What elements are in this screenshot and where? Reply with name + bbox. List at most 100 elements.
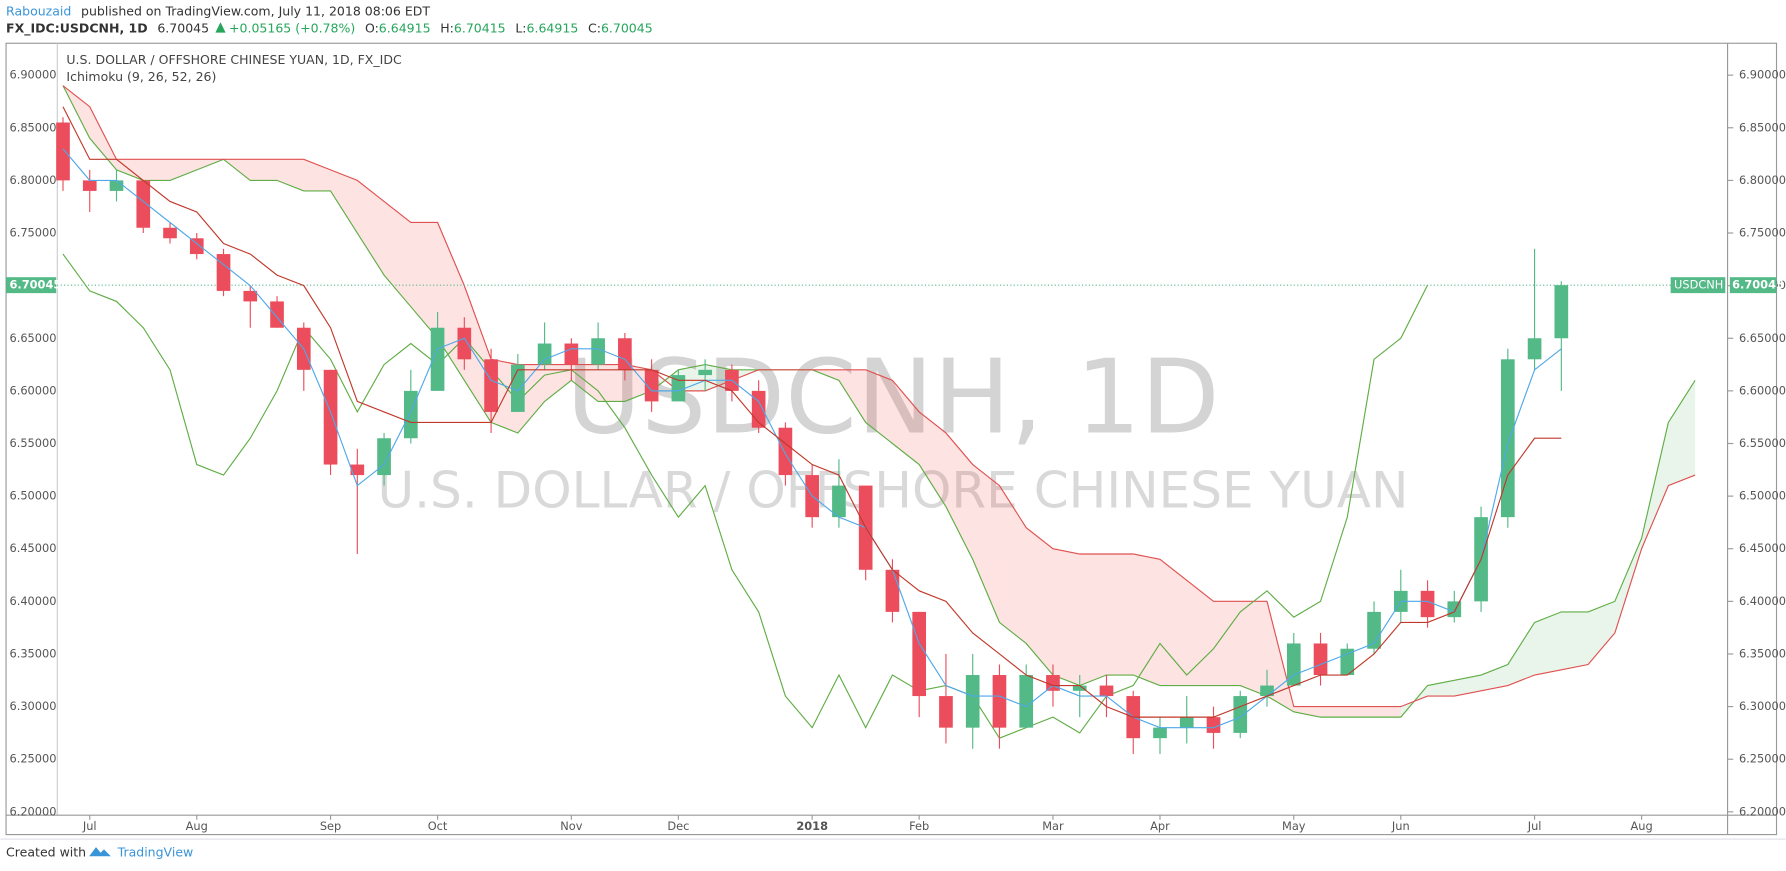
candle-body — [965, 675, 980, 728]
y-tick-label-right: 6.60000 — [1739, 383, 1786, 397]
candle-body — [1046, 675, 1060, 691]
chart-frame — [5, 42, 1778, 836]
cloud-fill — [250, 159, 278, 181]
y-tick-label: 6.30000 — [9, 699, 56, 713]
candle-body — [82, 180, 97, 191]
plot: 6.20000 6.20000 6.25000 6.25000 6.30000 6.300… — [6, 68, 1786, 833]
candle-body — [484, 359, 498, 412]
candle-body — [1153, 727, 1167, 739]
y-tick-label-right: 6.45000 — [1739, 541, 1786, 555]
cloud-fill — [945, 432, 973, 560]
cloud-fill — [357, 180, 385, 276]
y-tick-label-right: 6.20000 — [1739, 804, 1786, 818]
last-price-badge-right — [1729, 277, 1777, 294]
candle-body — [243, 290, 258, 302]
candle-body — [109, 180, 124, 191]
cloud-fill — [1052, 548, 1080, 686]
indicator-label: Ichimoku (9, 26, 52, 26) — [66, 69, 216, 84]
y-tick-label: 6.90000 — [9, 68, 56, 82]
x-tick-label: Aug — [186, 819, 208, 833]
cloud-fill — [1133, 554, 1160, 686]
y-tick-label: 6.75000 — [9, 226, 56, 240]
y-tick-label-right: 6.30000 — [1739, 699, 1786, 713]
author[interactable]: Rabouzaid — [6, 3, 71, 18]
cloud-fill — [1507, 622, 1535, 686]
cloud-fill — [1641, 422, 1669, 549]
y-tick-label-right: 6.50000 — [1739, 489, 1786, 503]
cloud-fill — [1186, 580, 1214, 686]
x-tick-label: Jul — [1527, 819, 1542, 833]
candle-body — [618, 338, 632, 370]
y-tick-label: 6.50000 — [9, 489, 56, 503]
cloud-fill — [143, 159, 171, 181]
y-tick-label-right: 6.90000 — [1739, 68, 1786, 82]
brand-logo — [89, 847, 111, 857]
candle-body — [1019, 675, 1034, 728]
y-tick-label-right: 6.35000 — [1739, 646, 1786, 660]
candle-body — [591, 338, 605, 365]
close: 6.70045 — [601, 20, 653, 35]
candle-body — [430, 327, 445, 391]
candle-body — [1233, 696, 1248, 733]
y-tick-label: 6.45000 — [9, 541, 56, 555]
candle-body — [671, 375, 686, 402]
cloud-fill — [1588, 601, 1615, 665]
close-label: C: — [588, 20, 601, 35]
y-tick-label: 6.85000 — [9, 120, 56, 134]
cloud-fill — [972, 464, 1000, 623]
cloud-fill — [1427, 680, 1455, 697]
candle-body — [323, 369, 338, 465]
open-label: O: — [365, 20, 379, 35]
cloud-fill — [384, 201, 411, 307]
y-tick-label-right: 6.65000 — [1739, 331, 1786, 345]
header-line: Rabouzaid published on TradingView.com, … — [6, 3, 430, 18]
high: 6.70415 — [454, 20, 506, 35]
candle-body — [885, 569, 900, 612]
y-tick-label: 6.25000 — [9, 752, 56, 766]
cloud-fill — [1106, 554, 1134, 676]
span-a-line — [62, 85, 1696, 718]
cloud-fill — [170, 159, 197, 181]
symbol-label: USDCNH — [1674, 278, 1723, 292]
x-tick-label: Aug — [1630, 819, 1652, 833]
cloud-fill — [919, 411, 946, 507]
footer-brand[interactable]: TradingView — [117, 844, 194, 859]
candle-body — [1179, 717, 1194, 728]
low-label: L: — [515, 20, 526, 35]
x-tick-label: Mar — [1042, 819, 1064, 833]
last-price-label-right: 6.70045 — [1732, 278, 1784, 292]
candle-body — [1099, 685, 1114, 697]
change: +0.05165 (+0.78%) — [229, 20, 355, 35]
candle-body — [189, 238, 204, 255]
cloud-fill — [1534, 611, 1562, 676]
cloud-fill — [1668, 380, 1696, 486]
cloud-fill — [571, 364, 599, 402]
y-tick-label: 6.80000 — [9, 173, 56, 187]
cloud-fill — [1159, 559, 1187, 686]
quote-line: FX_IDC:USDCNH, 1D 6.70045 +0.05165 (+0.7… — [6, 20, 653, 36]
candle-body — [1206, 717, 1221, 733]
candle-body — [912, 611, 927, 697]
y-tick-label: 6.55000 — [9, 436, 56, 450]
y-tick-label: 6.60000 — [9, 383, 56, 397]
y-tick-label: 6.40000 — [9, 594, 56, 608]
cloud-fill — [330, 169, 358, 234]
chikou-line — [62, 253, 1429, 739]
tenkan-line — [62, 148, 1562, 729]
price: 6.70045 — [157, 20, 209, 35]
cloud-fill — [999, 485, 1027, 644]
candle-body — [1500, 359, 1515, 518]
candle-body — [1072, 685, 1087, 691]
candle-body — [511, 364, 525, 412]
cloud-fill — [1079, 554, 1107, 686]
candle-body — [992, 675, 1007, 728]
candle-body — [216, 254, 231, 291]
cloud-fill — [1614, 538, 1642, 633]
cloud-fill — [1293, 706, 1321, 718]
candle-body — [698, 369, 712, 376]
candle-body — [350, 464, 365, 476]
candle-body — [1367, 611, 1381, 649]
cloud-fill — [1320, 706, 1348, 718]
y-tick-label: 6.65000 — [9, 331, 56, 345]
